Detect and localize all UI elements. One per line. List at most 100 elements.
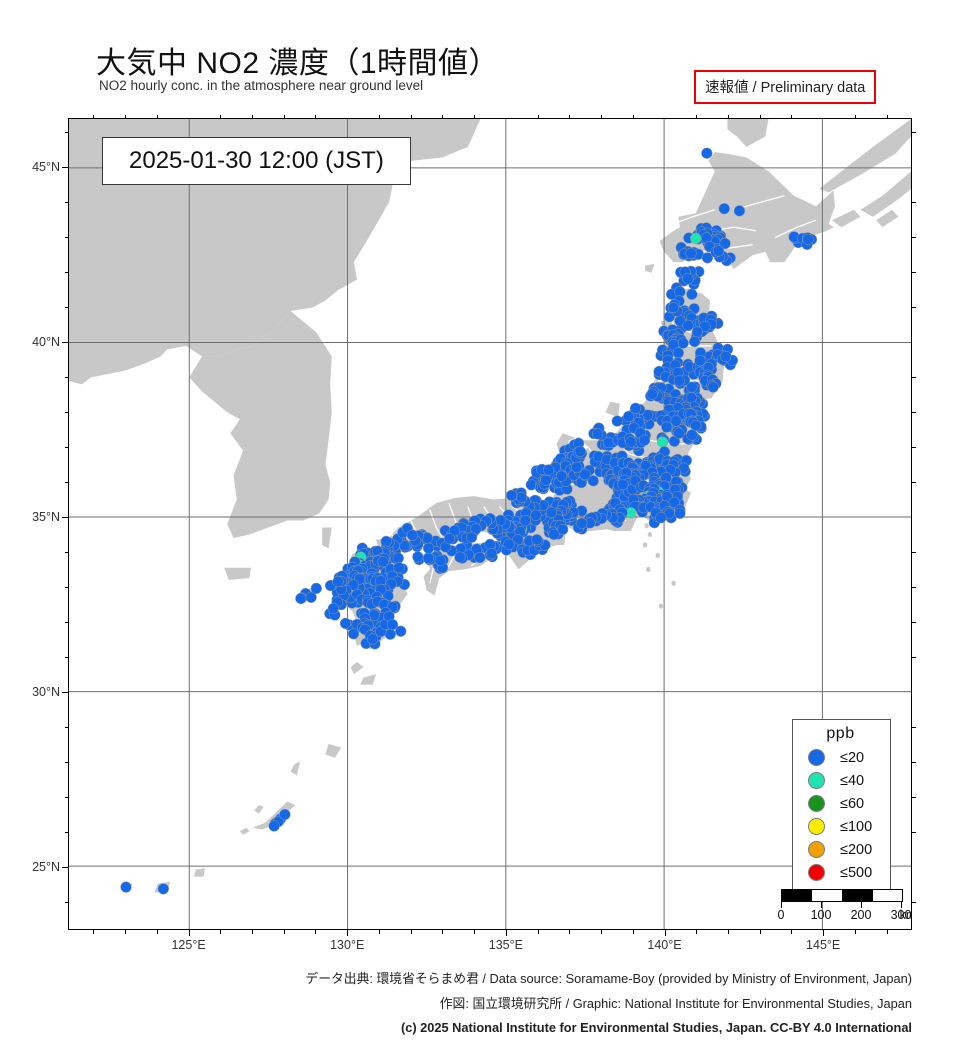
lon-minor-tick-top xyxy=(569,114,571,118)
station-point-169 xyxy=(531,534,543,546)
legend-swatch-icon xyxy=(808,841,825,858)
kuril-island-1 xyxy=(860,171,911,217)
station-point-242 xyxy=(542,464,555,476)
station-point-sat xyxy=(380,535,392,548)
station-point-237 xyxy=(712,245,725,257)
legend-box: ppb ≤20 ≤40 ≤60 ≤100 ≤200 ≤500 xyxy=(792,719,891,892)
lon-minor-tick-top xyxy=(156,114,158,118)
lat-minor-tick-right xyxy=(912,132,916,133)
station-point-227 xyxy=(386,618,399,631)
scale-label-2: 200 xyxy=(850,908,872,922)
lat-tick-25 xyxy=(62,867,68,868)
station-point-233 xyxy=(268,820,280,832)
ryukyu-island-7 xyxy=(360,674,377,685)
station-point-sat xyxy=(366,633,379,645)
legend-swatch-icon xyxy=(808,864,825,881)
station-point-sat xyxy=(412,551,424,563)
lon-minor-tick-top xyxy=(315,114,317,118)
station-point-239 xyxy=(646,388,658,400)
lat-minor-tick xyxy=(64,447,68,448)
lat-minor-tick-right xyxy=(912,727,916,728)
station-point-41 xyxy=(686,381,698,393)
preliminary-data-badge: 速報値 / Preliminary data xyxy=(694,70,877,104)
map-canvas xyxy=(69,119,911,929)
lat-minor-tick xyxy=(64,307,68,308)
lat-minor-tick-right xyxy=(912,657,916,658)
landmass-layer xyxy=(69,119,911,893)
station-point-18 xyxy=(682,273,694,285)
station-point-139 xyxy=(576,517,588,529)
legend-title: ppb xyxy=(826,725,855,742)
lat-minor-tick xyxy=(64,622,68,623)
station-point-sat xyxy=(629,402,642,414)
lat-minor-tick xyxy=(64,727,68,728)
station-point-sat xyxy=(295,592,307,605)
korean-peninsula xyxy=(189,311,332,538)
lon-tick-135 xyxy=(505,930,507,936)
izu-island-0 xyxy=(644,523,649,529)
station-point-sat xyxy=(515,491,528,504)
station-point-sat xyxy=(694,355,706,367)
station-point-246 xyxy=(377,556,389,568)
station-point-217 xyxy=(332,575,344,588)
lat-minor-tick xyxy=(64,132,68,133)
ryukyu-island-8 xyxy=(350,661,364,675)
lon-label-125: 125°E xyxy=(171,938,206,952)
station-point-154 xyxy=(505,489,518,502)
legend-swatch-icon xyxy=(808,818,825,835)
okushiri-island xyxy=(645,263,655,273)
izu-island-1 xyxy=(647,531,653,538)
scale-segment-1 xyxy=(811,890,842,901)
lat-tick-35 xyxy=(62,517,68,518)
station-point-sat xyxy=(699,320,711,333)
lat-tick-30 xyxy=(62,692,68,693)
station-point-228 xyxy=(305,591,317,603)
station-point-sat xyxy=(688,335,701,348)
ryukyu-island-3 xyxy=(239,827,250,835)
scale-bar-labels: 0 100 200 300km xyxy=(778,908,911,923)
lon-minor-tick-top xyxy=(220,114,222,118)
legend-item-0: ≤20 xyxy=(801,746,880,769)
station-point-11 xyxy=(690,232,702,245)
sado-island xyxy=(605,401,620,418)
footer-graphic-credit: 作図: 国立環境研究所 / Graphic: National Institut… xyxy=(439,996,912,1011)
station-point-sat xyxy=(674,507,686,519)
lon-minor-tick xyxy=(220,930,222,934)
izu-island-6 xyxy=(658,603,664,609)
lat-label-35: 35°N xyxy=(32,510,60,524)
station-point-sat xyxy=(474,551,486,564)
lon-minor-tick-top xyxy=(410,114,412,118)
station-point-sat xyxy=(422,542,435,554)
scale-tick-3 xyxy=(901,902,902,908)
station-point-sat xyxy=(310,582,322,594)
lat-minor-tick-right xyxy=(912,762,916,763)
lat-minor-tick-right xyxy=(912,482,916,483)
station-point-234 xyxy=(279,808,291,821)
lat-minor-tick-right xyxy=(912,797,916,798)
lat-minor-tick-right xyxy=(912,412,916,413)
scale-segment-0 xyxy=(782,890,812,901)
legend-label: ≤60 xyxy=(840,795,865,812)
legend-swatch-icon xyxy=(808,772,825,789)
legend-item-5: ≤500 xyxy=(801,861,880,884)
station-point-229 xyxy=(327,602,339,615)
station-point-69 xyxy=(656,436,669,448)
scale-bar: 0 100 200 300km xyxy=(778,889,911,923)
kuril-island-0 xyxy=(819,119,911,193)
station-point-60 xyxy=(686,429,698,441)
lon-minor-tick xyxy=(791,930,793,934)
lat-minor-tick-right xyxy=(912,832,916,833)
lat-minor-tick-right xyxy=(912,587,916,588)
lat-minor-tick xyxy=(64,482,68,483)
lon-minor-tick-top xyxy=(252,114,254,118)
station-point-84 xyxy=(579,468,591,481)
lon-minor-tick xyxy=(252,930,254,934)
lon-minor-tick-top xyxy=(886,114,888,118)
tsushima-island xyxy=(322,527,332,549)
lat-minor-tick xyxy=(64,902,68,903)
legend-swatch-icon xyxy=(808,795,825,812)
station-point-sat xyxy=(395,625,407,637)
lon-minor-tick xyxy=(886,930,888,934)
station-point-sat xyxy=(434,554,446,567)
ryukyu-island-2 xyxy=(254,805,264,814)
